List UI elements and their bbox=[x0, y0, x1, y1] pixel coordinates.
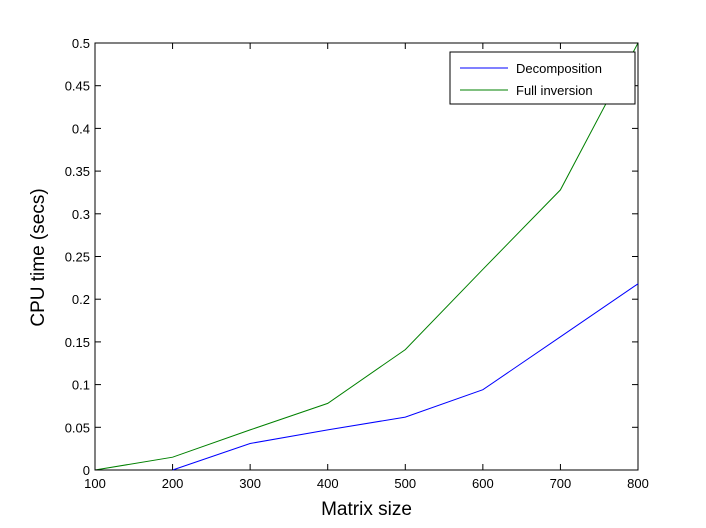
legend-label-1: Decomposition bbox=[516, 61, 602, 76]
x-axis-title: Matrix size bbox=[321, 499, 412, 520]
y-tick-label: 0.3 bbox=[72, 207, 90, 222]
x-tick-label: 800 bbox=[627, 476, 649, 491]
plot-area: 100 200 300 400 500 600 700 800 0 0.05 0.1 0.15 0.2 0… bbox=[65, 36, 649, 491]
x-tick-label: 500 bbox=[394, 476, 416, 491]
axes-box bbox=[94, 42, 639, 471]
legend: Decomposition Full inversion bbox=[449, 51, 636, 105]
y-tick-label: 0.5 bbox=[72, 36, 90, 51]
x-tick-label: 200 bbox=[162, 476, 184, 491]
x-tick-label: 600 bbox=[472, 476, 494, 491]
y-tick-label: 0 bbox=[83, 463, 90, 478]
y-tick-label: 0.35 bbox=[65, 164, 90, 179]
y-axis-title: CPU time (secs) bbox=[28, 188, 49, 326]
y-tick-label: 0.15 bbox=[65, 335, 90, 350]
x-tick-label: 100 bbox=[84, 476, 106, 491]
legend-box bbox=[449, 51, 636, 105]
y-tick-label: 0.1 bbox=[72, 378, 90, 393]
y-tick-label: 0.2 bbox=[72, 292, 90, 307]
legend-label-2: Full inversion bbox=[516, 83, 593, 98]
y-tick-label: 0.25 bbox=[65, 250, 90, 265]
x-tick-label: 300 bbox=[239, 476, 261, 491]
x-tick-label: 400 bbox=[317, 476, 339, 491]
y-tick-label: 0.45 bbox=[65, 79, 90, 94]
tick-layer: 100 200 300 400 500 600 700 800 0 0.05 0.1 0.15 0.2 0… bbox=[65, 36, 649, 491]
series-line-2 bbox=[94, 42, 639, 471]
y-tick-label: 0.4 bbox=[72, 121, 90, 136]
x-tick-label: 700 bbox=[550, 476, 572, 491]
series-line-1 bbox=[172, 283, 639, 471]
series-layer bbox=[94, 42, 639, 471]
y-tick-label: 0.05 bbox=[65, 420, 90, 435]
